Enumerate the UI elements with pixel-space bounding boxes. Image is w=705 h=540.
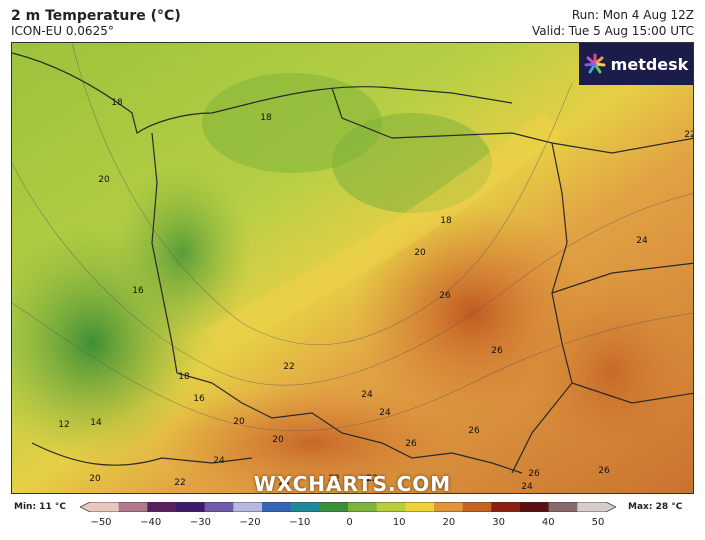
scale-segment — [176, 502, 206, 512]
scale-tick-label: 10 — [392, 517, 406, 528]
isotherm-label: 20 — [98, 175, 110, 185]
scale-segment — [204, 502, 234, 512]
temperature-map[interactable]: 18 18 20 18 20 16 26 26 22 18 16 24 24 20 12 14 26 20 26 24… — [11, 42, 694, 494]
isotherm-label: 24 — [278, 478, 290, 488]
scale-tick-label: 40 — [541, 517, 555, 528]
isotherm-label: 18 — [111, 98, 123, 108]
color-scale-bar — [80, 502, 616, 512]
metdesk-logo-text: metdesk — [610, 54, 689, 74]
isotherm-label: 24 — [379, 408, 391, 418]
scale-tick-label: 20 — [442, 517, 456, 528]
isotherm-label: 14 — [90, 418, 102, 428]
run-time: Run: Mon 4 Aug 12Z — [571, 8, 694, 22]
scale-segment — [147, 502, 177, 512]
isotherm-label: 20 — [233, 417, 245, 427]
scale-segment — [319, 502, 349, 512]
scale-segment — [376, 502, 406, 512]
model-label: ICON-EU 0.0625° — [11, 24, 114, 38]
chart-title: 2 m Temperature (°C) — [11, 8, 181, 24]
map-canvas — [12, 43, 693, 493]
scale-segment — [348, 502, 378, 512]
metdesk-logo: metdesk — [579, 43, 693, 85]
scale-segment — [491, 502, 521, 512]
isotherm-label: 18 — [178, 372, 190, 382]
isotherm-label: 24 — [361, 390, 373, 400]
warm-front-band — [204, 111, 562, 356]
scale-segment — [405, 502, 435, 512]
isotherm-label: 20 — [272, 435, 284, 445]
scale-tick-label: 30 — [492, 517, 505, 528]
isotherm-label: 18 — [260, 113, 272, 123]
warm-area-south — [152, 383, 472, 493]
scale-segment — [548, 502, 578, 512]
borders — [12, 52, 693, 474]
scale-segment — [118, 502, 148, 512]
scale-arrow-left — [80, 502, 90, 512]
valid-time: Valid: Tue 5 Aug 15:00 UTC — [532, 24, 694, 38]
scale-segment — [520, 502, 550, 512]
isotherm-label: 22 — [366, 474, 378, 484]
isotherm-label: 22 — [684, 130, 693, 140]
isotherm-label: 22 — [174, 478, 186, 488]
scale-tick-label: −30 — [189, 517, 211, 528]
isotherm-label: 22 — [328, 474, 340, 484]
isotherms — [12, 43, 693, 432]
scale-segment — [90, 502, 120, 512]
scale-tick-label: −10 — [289, 517, 311, 528]
max-temperature: Max: 28 °C — [628, 502, 683, 512]
scale-tick-label: −40 — [140, 517, 162, 528]
isotherm-label: 26 — [528, 469, 540, 479]
isotherm-label: 26 — [468, 426, 480, 436]
scale-tick-label: −20 — [239, 517, 261, 528]
isotherm-label: 24 — [636, 236, 648, 246]
scale-segment — [434, 502, 464, 512]
isotherm-label: 24 — [521, 482, 533, 492]
scale-arrow-right — [606, 502, 616, 512]
isotherm-label: 26 — [491, 346, 503, 356]
warm-area-southeast — [522, 273, 693, 473]
isotherm-label: 26 — [405, 439, 417, 449]
isotherm-label: 26 — [598, 466, 610, 476]
isotherm-label: 20 — [414, 248, 426, 258]
scale-segment — [262, 502, 292, 512]
scale-segment — [290, 502, 320, 512]
scale-tick-label: −50 — [90, 517, 112, 528]
scale-segment — [462, 502, 492, 512]
isotherm-label: 16 — [132, 286, 144, 296]
isotherm-label: 18 — [440, 216, 452, 226]
isotherm-label: 16 — [193, 394, 205, 404]
isotherm-label: 12 — [58, 420, 70, 430]
isotherm-label: 26 — [439, 291, 451, 301]
cool-area-center — [112, 163, 252, 343]
color-scale: Min: 11 °C −50 −40 −30 −20 −10 0 10 20 30 40 50 Ma… — [0, 496, 705, 540]
isotherm-label: 24 — [213, 456, 225, 466]
metdesk-logo-icon — [584, 53, 606, 74]
scale-tick-label: 50 — [591, 517, 605, 528]
isotherm-label: 22 — [283, 362, 295, 372]
scale-segment — [233, 502, 263, 512]
min-temperature: Min: 11 °C — [14, 502, 66, 512]
scale-tick-label: 0 — [346, 517, 353, 528]
isotherm-label: 20 — [89, 474, 101, 484]
wxcharts-watermark: WXCHARTS.COM — [253, 472, 452, 494]
scale-segment — [577, 502, 607, 512]
